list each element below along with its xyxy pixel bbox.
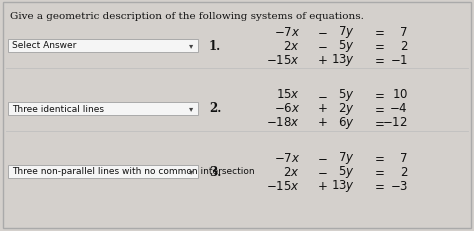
FancyBboxPatch shape <box>8 165 198 178</box>
Text: $-$: $-$ <box>317 151 328 164</box>
Text: 3.: 3. <box>209 165 221 178</box>
Text: $7$: $7$ <box>400 25 408 38</box>
Text: $5y$: $5y$ <box>338 87 355 103</box>
Text: $+$: $+$ <box>317 179 328 192</box>
Text: $-$: $-$ <box>317 39 328 52</box>
Text: $=$: $=$ <box>372 151 384 164</box>
Text: 2.: 2. <box>209 102 221 115</box>
Text: ${-}15x$: ${-}15x$ <box>266 53 300 66</box>
Text: ${-}4$: ${-}4$ <box>389 102 408 115</box>
FancyBboxPatch shape <box>8 102 198 115</box>
Text: $=$: $=$ <box>372 116 384 129</box>
Text: $=$: $=$ <box>372 25 384 38</box>
Text: $=$: $=$ <box>372 102 384 115</box>
Text: ${-}18x$: ${-}18x$ <box>266 116 300 129</box>
Text: $-$: $-$ <box>317 88 328 101</box>
Text: $13y$: $13y$ <box>331 52 355 68</box>
Text: $+$: $+$ <box>317 53 328 66</box>
Text: $+$: $+$ <box>317 116 328 129</box>
Text: $2x$: $2x$ <box>283 165 300 178</box>
Text: $2y$: $2y$ <box>338 100 355 116</box>
Text: Three non-parallel lines with no common intersection: Three non-parallel lines with no common … <box>12 167 255 176</box>
Text: $6y$: $6y$ <box>338 115 355 131</box>
Text: ${-}7x$: ${-}7x$ <box>273 151 300 164</box>
Text: $-$: $-$ <box>317 165 328 178</box>
Text: $7$: $7$ <box>400 151 408 164</box>
Text: $=$: $=$ <box>372 165 384 178</box>
Text: $=$: $=$ <box>372 88 384 101</box>
Text: $+$: $+$ <box>317 102 328 115</box>
Text: $5y$: $5y$ <box>338 38 355 54</box>
Text: $2x$: $2x$ <box>283 39 300 52</box>
Text: ${-}12$: ${-}12$ <box>383 116 408 129</box>
Text: Select Answer: Select Answer <box>12 41 76 50</box>
FancyBboxPatch shape <box>3 3 471 228</box>
Text: $=$: $=$ <box>372 179 384 192</box>
Text: ${-}6x$: ${-}6x$ <box>273 102 300 115</box>
Text: Three identical lines: Three identical lines <box>12 104 104 113</box>
FancyBboxPatch shape <box>8 39 198 52</box>
Text: $2$: $2$ <box>400 165 408 178</box>
Text: $2$: $2$ <box>400 39 408 52</box>
Text: $10$: $10$ <box>392 88 408 101</box>
Text: $=$: $=$ <box>372 53 384 66</box>
Text: ${-}3$: ${-}3$ <box>390 179 408 192</box>
Text: Give a geometric description of the following systems of equations.: Give a geometric description of the foll… <box>10 12 364 21</box>
Text: ${-}1$: ${-}1$ <box>390 53 408 66</box>
Text: ${-}7x$: ${-}7x$ <box>273 25 300 38</box>
Text: $-$: $-$ <box>317 25 328 38</box>
Text: $15x$: $15x$ <box>276 88 300 101</box>
Text: ▾: ▾ <box>189 104 193 113</box>
Text: $13y$: $13y$ <box>331 177 355 193</box>
Text: ▾: ▾ <box>189 41 193 50</box>
Text: $=$: $=$ <box>372 39 384 52</box>
Text: $7y$: $7y$ <box>338 24 355 40</box>
Text: $7y$: $7y$ <box>338 149 355 165</box>
Text: $5y$: $5y$ <box>338 163 355 179</box>
Text: 1.: 1. <box>209 39 221 52</box>
Text: ${-}15x$: ${-}15x$ <box>266 179 300 192</box>
Text: ▾: ▾ <box>189 167 193 176</box>
